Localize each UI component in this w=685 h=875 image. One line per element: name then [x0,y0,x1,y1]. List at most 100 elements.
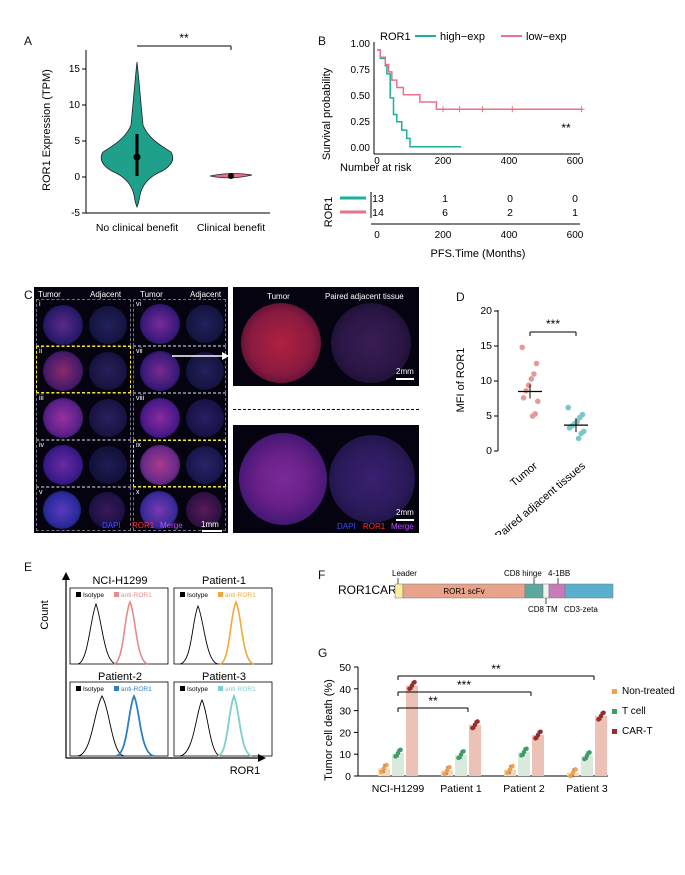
bar-ytick: 30 [339,706,351,718]
legend-cart: CAR-T [622,726,653,737]
risk-xtick: 600 [567,230,584,241]
bar-point [535,732,541,738]
tumor-core [43,305,83,345]
bar-point [524,746,529,752]
core-id: v [39,489,43,496]
bar-sig-patient1: ** [428,694,438,708]
tumor-core [140,491,178,529]
flow-title: Patient-2 [98,671,142,683]
bar-xtick: Patient 1 [440,783,482,795]
zoom-tumor-core [239,433,327,525]
km-ytick: 0.50 [351,91,371,102]
scale-bar [202,530,222,532]
bar-point [470,725,475,731]
bar-ytick: 20 [339,727,351,739]
flow-title: NCI-H1299 [92,575,147,587]
bar-point [533,735,538,741]
adjacent-core [186,305,224,343]
km-censor-mark [578,106,585,113]
adjacent-core [186,352,224,390]
panel-label-g: G [318,646,328,660]
stain-merge: Merge [160,521,183,530]
bar-cart [532,735,544,776]
adjacent-core [186,446,224,484]
core-id: iii [39,395,44,402]
adjacent-core [89,352,127,390]
scale-bar [396,519,414,521]
zoom-tumor-core [241,303,321,383]
bar-point [507,767,513,772]
bar-point [570,770,576,776]
violin-ylabel: ROR1 Expression (TPM) [41,69,53,191]
bar-ytick: 50 [339,662,351,674]
mfi-point [523,388,529,394]
tma-core-pair: iv [36,440,131,487]
violin-ytick: 15 [69,64,81,75]
bar-point [447,764,452,770]
car-leader-segment [394,583,404,599]
risk-xtick: 400 [501,230,518,241]
stain-ror1: ROR1 [132,521,155,530]
tumor-core [43,445,83,485]
risk-ylabel: ROR1 [323,197,335,228]
core-id: viii [136,395,145,402]
stain-dapi: DAPI [102,521,121,530]
panel-label-f: F [318,568,326,582]
legend-tcell: T cell [622,706,646,717]
bar-point [598,713,604,719]
violin-ytick: -5 [71,208,80,219]
core-id: vii [136,348,143,355]
scale-bar [396,378,414,380]
bar-point [412,679,417,685]
car-label-41bb: 4-1BB [548,569,570,578]
km-xlabel: PFS.Time (Months) [431,248,526,260]
violin-chart: ROR1 Expression (TPM) -5 0 5 10 15 ** No… [41,31,270,234]
risk-cell: 14 [372,207,384,219]
risk-cell: 6 [442,207,448,219]
zoom-label-tumor: Tumor [267,292,290,301]
bar-xtick: Patient 3 [566,783,608,795]
bar-xtick: Patient 2 [503,783,545,795]
km-censor-mark [509,106,516,113]
bar-point [379,769,384,774]
tumor-core [43,398,83,438]
tma-core-pair: vi [133,299,226,346]
bar-point [456,755,461,761]
mfi-ytick: 20 [480,305,492,317]
km-xtick: 600 [567,156,584,167]
km-legend-high: high−exp [440,31,485,43]
bar-point [395,750,401,756]
tma-grid-image: Tumor Adjacent Tumor Adjacent i ii iii i… [34,287,228,533]
stain-dapi: DAPI [337,522,356,531]
flow-legend-anti: anti-ROR1 [225,592,256,599]
violin-ytick: 0 [74,172,80,183]
risk-cell: 0 [507,193,513,205]
core-id: x [136,489,140,496]
bar-point [444,768,450,773]
bar-ytick: 40 [339,684,351,696]
tma-core-pair-highlight: ii [36,346,131,393]
scale-bar-label: 2mm [396,367,414,376]
risk-cell: 2 [507,207,513,219]
flow-legend-isotype: Isotype [187,686,208,693]
legend-swatch-nontreated [612,689,617,694]
mfi-xlabel-tumor: Tumor [508,460,540,490]
km-xtick: 0 [374,156,380,167]
panel-label-d: D [456,290,465,304]
bar-xtick: NCI-H1299 [372,783,425,795]
bar-point [472,722,478,728]
flow-legend-anti: anti-ROR1 [225,686,256,693]
mfi-point [525,382,532,388]
km-ytick: 0.25 [351,117,371,128]
car-tm-segment [542,583,550,599]
car-label-leader: Leader [392,569,417,578]
km-chart: ROR1 high−exp low−exp Survival probabili… [321,31,585,260]
car-label-tm: CD8 TM [528,605,558,614]
km-censor-mark [479,106,486,113]
mfi-point [566,425,573,431]
arrow-right-icon [172,352,228,360]
mfi-ytick: 0 [486,445,492,457]
km-xtick: 400 [501,156,518,167]
mfi-significance: *** [546,317,560,331]
mfi-point [577,414,583,421]
